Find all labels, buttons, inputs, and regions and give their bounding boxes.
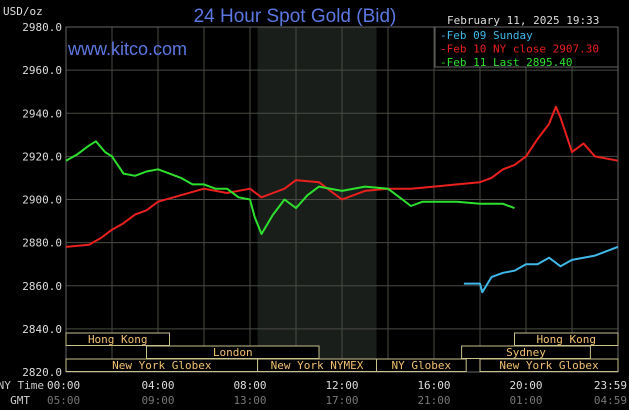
x-tick-ny: 16:00 bbox=[417, 379, 450, 392]
session-bar bbox=[65, 332, 170, 346]
legend-entry: -Feb 11 Last 2895.40 bbox=[440, 56, 572, 69]
session-bar bbox=[376, 358, 467, 372]
x-tick-ny: 08:00 bbox=[233, 379, 266, 392]
session-label: New York Globex bbox=[499, 359, 599, 372]
session-label: New York Globex bbox=[112, 359, 212, 372]
y-tick-label: 2820.0 bbox=[22, 366, 62, 379]
session-label: Sydney bbox=[506, 346, 546, 359]
series-line-feb-10 bbox=[65, 105, 618, 248]
kitco-watermark: www.kitco.com bbox=[67, 39, 187, 59]
legend-entry: -Feb 09 Sunday bbox=[440, 29, 533, 42]
x-tick-ny: 00:00 bbox=[47, 379, 80, 392]
x-tick-gmt: 13:00 bbox=[233, 394, 266, 407]
y-tick-label: 2920.0 bbox=[22, 150, 62, 163]
y-axis-label: USD/oz bbox=[3, 5, 43, 18]
x-tick-ny: 04:00 bbox=[141, 379, 174, 392]
x-tick-gmt: 21:00 bbox=[417, 394, 450, 407]
x-tick-gmt: 17:00 bbox=[325, 394, 358, 407]
legend-entry: -Feb 10 NY close 2907.30 bbox=[440, 43, 599, 56]
x-tick-gmt: 09:00 bbox=[141, 394, 174, 407]
x-tick-ny: 20:00 bbox=[509, 379, 542, 392]
x-tick-gmt: 04:59 bbox=[594, 394, 627, 407]
y-tick-label: 2840.0 bbox=[22, 323, 62, 336]
y-tick-label: 2960.0 bbox=[22, 64, 62, 77]
x-tick-ny: 12:00 bbox=[325, 379, 358, 392]
y-tick-label: 2880.0 bbox=[22, 237, 62, 250]
session-label: London bbox=[213, 346, 253, 359]
legend-box bbox=[434, 26, 619, 68]
x-row-label-gmt: GMT bbox=[10, 394, 30, 407]
session-bar bbox=[479, 358, 619, 372]
y-tick-label: 2900.0 bbox=[22, 194, 62, 207]
session-label: Hong Kong bbox=[88, 333, 148, 346]
session-label: Hong Kong bbox=[536, 333, 596, 346]
x-tick-ny: 23:59 bbox=[594, 379, 627, 392]
session-label: New York NYMEX bbox=[271, 359, 364, 372]
x-row-label-ny: NY Time bbox=[0, 379, 44, 392]
series-line-feb-09 bbox=[463, 245, 619, 294]
series-line-feb-11 bbox=[65, 140, 515, 235]
x-tick-gmt: 05:00 bbox=[47, 394, 80, 407]
y-tick-label: 2940.0 bbox=[22, 107, 62, 120]
y-tick-label: 2980.0 bbox=[22, 21, 62, 34]
y-tick-label: 2860.0 bbox=[22, 280, 62, 293]
timestamp: February 11, 2025 19:33 bbox=[447, 14, 599, 27]
chart-title: 24 Hour Spot Gold (Bid) bbox=[194, 6, 397, 27]
session-label: NY Globex bbox=[392, 359, 452, 372]
x-tick-gmt: 01:00 bbox=[509, 394, 542, 407]
